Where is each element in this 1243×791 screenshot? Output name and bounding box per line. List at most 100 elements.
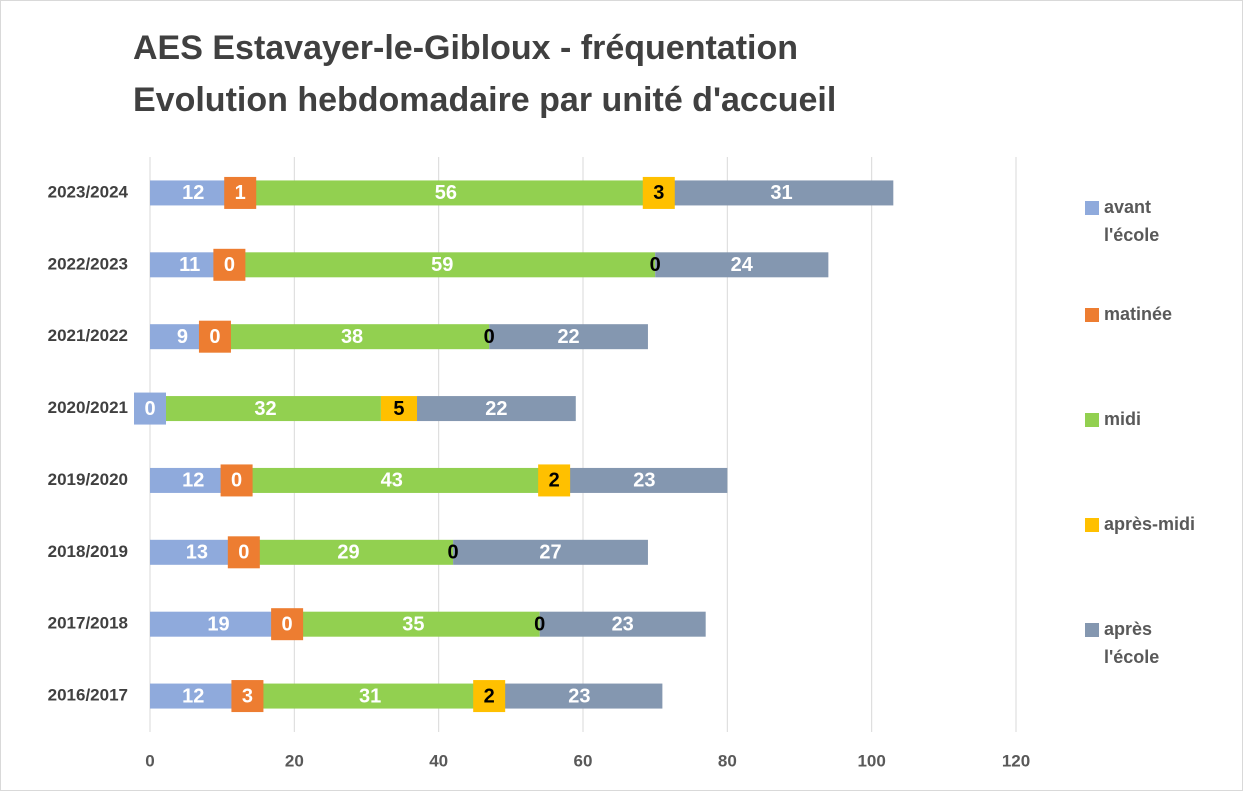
data-label: 31: [359, 685, 381, 707]
data-label: 0: [534, 613, 545, 635]
x-tick-label: 40: [429, 751, 448, 770]
data-label: 22: [485, 398, 507, 420]
data-label-box: [231, 680, 264, 713]
bar-segment: [489, 324, 648, 350]
y-tick-label: 2022/2023: [48, 254, 128, 273]
legend-label: matinée: [1104, 304, 1173, 324]
data-label: 43: [381, 470, 403, 492]
bar-segment: [669, 180, 894, 206]
data-label: 0: [209, 326, 220, 348]
y-tick-label: 2019/2020: [48, 470, 128, 489]
data-label-box: [642, 176, 675, 209]
legend-item: après l'école: [1085, 619, 1235, 671]
data-label: 29: [337, 542, 359, 564]
data-label: 22: [557, 326, 579, 348]
data-label: 32: [254, 398, 276, 420]
data-label-box: [224, 176, 257, 209]
data-label: 0: [144, 398, 155, 420]
data-label: 27: [539, 542, 561, 564]
y-tick-label: 2017/2018: [48, 614, 128, 633]
data-label: 0: [448, 542, 459, 564]
data-label: 12: [182, 182, 204, 204]
bar-segment: [496, 683, 663, 709]
data-label: 12: [182, 470, 204, 492]
legend-swatch: [1085, 308, 1099, 322]
bar-segment: [380, 396, 418, 422]
data-label: 38: [341, 326, 363, 348]
data-label: 2: [484, 685, 495, 707]
data-label: 59: [431, 254, 453, 276]
chart-subtitle: Evolution hebdomadaire par unité d'accue…: [133, 81, 836, 119]
data-label: 12: [182, 685, 204, 707]
data-label: 31: [770, 182, 792, 204]
bar-segment: [561, 467, 728, 493]
data-label: 56: [435, 182, 457, 204]
legend-label: midi: [1104, 409, 1142, 429]
x-tick-label: 0: [145, 751, 154, 770]
bar-segment: [243, 180, 648, 206]
data-label: 0: [224, 254, 235, 276]
y-tick-label: 2016/2017: [48, 686, 128, 705]
data-label: 0: [650, 254, 661, 276]
data-label: 11: [179, 254, 200, 276]
x-tick-label: 60: [574, 751, 593, 770]
x-tick-label: 100: [857, 751, 885, 770]
legend-label: avant l'école: [1104, 197, 1160, 245]
data-label: 24: [731, 254, 754, 276]
bar-segment: [150, 611, 288, 637]
bar-segment: [150, 396, 381, 422]
legend-item: après-midi: [1085, 514, 1235, 538]
bar-segment: [229, 252, 656, 278]
bar-segment: [236, 467, 547, 493]
data-label: 3: [653, 182, 664, 204]
bar-segment: [150, 180, 237, 206]
data-label-box: [538, 464, 571, 497]
legend-swatch: [1085, 518, 1099, 532]
data-label-box: [473, 680, 506, 713]
legend-swatch: [1085, 201, 1099, 215]
data-label-box: [227, 536, 260, 569]
bar-segment: [214, 324, 490, 350]
bar-segment: [417, 396, 576, 422]
legend-item: avant l'école: [1085, 197, 1235, 249]
y-tick-label: 2020/2021: [48, 398, 128, 417]
x-tick-label: 120: [1002, 751, 1030, 770]
bar-segment: [258, 683, 482, 709]
data-label: 0: [238, 542, 249, 564]
data-label-box: [213, 248, 246, 281]
legend-swatch: [1085, 413, 1099, 427]
data-label: 0: [231, 470, 242, 492]
data-label: 23: [568, 685, 590, 707]
x-tick-label: 20: [285, 751, 304, 770]
bar-segment: [539, 611, 706, 637]
x-tick-label: 80: [718, 751, 737, 770]
legend-swatch: [1085, 623, 1099, 637]
data-label: 23: [612, 613, 634, 635]
legend-label: après-midi: [1104, 514, 1196, 534]
data-label: 19: [207, 613, 229, 635]
legend-item: matinée: [1085, 304, 1235, 328]
data-label: 35: [402, 613, 424, 635]
chart-title: AES Estavayer-le-Gibloux - fréquentation: [133, 29, 798, 67]
bar-segment: [243, 539, 454, 565]
y-tick-label: 2021/2022: [48, 326, 128, 345]
bar-segment: [453, 539, 648, 565]
data-label: 0: [484, 326, 495, 348]
data-label-box: [134, 392, 166, 425]
data-label: 5: [393, 398, 404, 420]
data-label-box: [198, 320, 231, 353]
data-label: 3: [242, 685, 253, 707]
data-label: 23: [633, 470, 655, 492]
data-label-box: [220, 464, 253, 497]
legend-label: après l'école: [1104, 619, 1160, 667]
bar-segment: [150, 683, 237, 709]
bar-segment: [287, 611, 540, 637]
data-label-box: [271, 608, 304, 641]
data-label: 0: [282, 613, 293, 635]
data-label: 9: [177, 326, 188, 348]
y-tick-label: 2018/2019: [48, 542, 128, 561]
y-tick-label: 2023/2024: [48, 182, 129, 201]
